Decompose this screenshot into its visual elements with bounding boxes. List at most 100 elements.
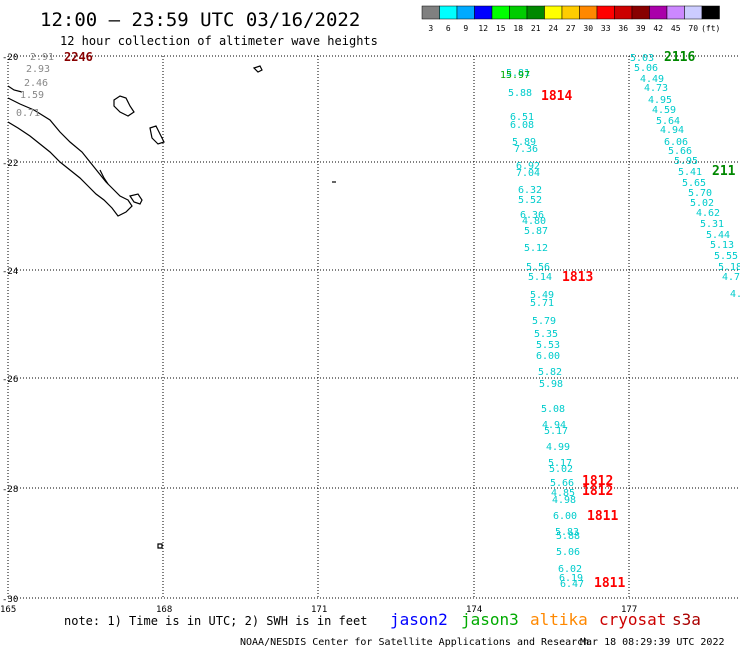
colorbar-swatch [649,5,668,20]
wave-height-value: 4.80 [522,216,546,227]
colorbar-swatch [439,5,458,20]
wave-height-value: 5.55 [714,251,738,262]
lon-label: 177 [621,605,637,615]
colorbar-swatch [544,5,563,20]
footer-credit: NOAA/NESDIS Center for Satellite Applica… [240,637,589,648]
legend-jason2: jason2 [390,610,448,629]
wave-height-value: 4.99 [546,442,570,453]
colorbar-swatch [491,5,510,20]
lon-label: 165 [0,605,16,615]
wave-height-value: 5.41 [678,167,702,178]
colorbar-label: 42 [653,24,663,33]
west-track: 5.81 5.88 6.516.08 5.897.36 6.927.04 6.325.52… [506,68,625,591]
wave-height-value: 5.17 [548,458,572,469]
colorbar-label: 36 [618,24,628,33]
wave-height-value: 5.31 [700,219,724,230]
colorbar-label: 21 [531,24,541,33]
colorbar-swatch [579,5,598,20]
colorbar-swatch [666,5,685,20]
wave-height-value: 5.03 [630,53,654,64]
lat-label: -24 [2,267,18,277]
wave-height-value: 6.02 [558,564,582,575]
colorbar-swatch [614,5,633,20]
wave-height-value: 4.7 [722,272,740,283]
lat-label: -22 [2,159,18,169]
wave-height-value: 5.83 [555,527,579,538]
legend-cryosat: cryosat [599,610,666,629]
wave-height-value: 5.87 [524,226,548,237]
wave-height-value: 5.98 [539,379,563,390]
wave-height-value: 4.49 [640,74,664,85]
wave-height-value: 2.46 [24,78,48,89]
wave-height-value: 5.71 [530,298,554,309]
colorbar-swatch [421,5,440,20]
wave-height-value: 2.91 [30,52,54,63]
wave-height-value: 4.62 [696,208,720,219]
footer-timestamp: Mar 18 08:29:39 UTC 2022 [580,637,725,648]
gray-track: 2.912.93 2.461.59 0.71 2246 [16,50,93,119]
colorbar-label: 45 [671,24,681,33]
wave-height-value: 6.47 [560,579,584,590]
colorbar-label: 15 [496,24,506,33]
colorbar-label: 33 [601,24,611,33]
lon-label: 168 [156,605,172,615]
wave-height-value: 6.19 [559,573,583,584]
wave-height-value: 5.95 [674,156,698,167]
wave-height-value: 5.70 [688,188,712,199]
lat-label: -30 [2,595,18,605]
wave-height-value: 6.36 [520,210,544,221]
wave-height-value: 5.53 [536,340,560,351]
wave-height-value: 4.94 [542,420,566,431]
wave-height-value: 5.65 [682,178,706,189]
legend-s3a: s3a [672,610,701,629]
colorbar-swatch [701,5,720,20]
pass-time: 1812 [582,474,613,489]
wave-height-value: 5.06 [634,63,658,74]
wave-height-value: 5.89 [512,137,536,148]
wave-height-value: 5.66 [668,146,692,157]
wave-height-colorbar: 3 6 9 12 15 18 21 24 27 30 33 36 39 42 45 70 (ft) [421,5,720,33]
page-title: 12:00 – 23:59 UTC 03/16/2022 [40,9,360,31]
wave-height-value: 4.94 [660,125,684,136]
wave-height-value: 5.14 [528,272,552,283]
colorbar-label: 70 [688,24,698,33]
wave-height-value: 6.51 [510,112,534,123]
colorbar-swatch [561,5,580,20]
colorbar-label: 24 [548,24,558,33]
colorbar-label: 18 [513,24,523,33]
wave-height-value: 4.95 [648,95,672,106]
page-subtitle: 12 hour collection of altimeter wave hei… [60,34,378,48]
pass-time: 1814 [541,89,572,104]
green-wave-value: 15.97 [500,70,530,81]
wave-height-value: 6.32 [518,185,542,196]
colorbar-label: 9 [463,24,468,33]
wave-height-value: 5.82 [538,367,562,378]
wave-height-value: 5.35 [534,329,558,340]
longitude-labels: 165 168 171 174 177 [0,605,637,615]
wave-height-value: 7.04 [516,168,540,179]
wave-height-value: 5.12 [524,243,548,254]
wave-height-value: 5.08 [541,404,565,415]
latitude-labels: -20 -22 -24 -26 -28 -30 [2,53,18,605]
wave-height-value: 5.66 [550,478,574,489]
wave-height-value: 2.93 [26,64,50,75]
wave-height-value: 5.64 [656,116,680,127]
colorbar-label: 12 [478,24,488,33]
colorbar-swatch [596,5,615,20]
east-track: 5.035.064.494.734.954.595.644.946.065.66… [630,50,740,300]
wave-height-value: 0.71 [16,108,40,119]
wave-height-value: 5.56 [526,262,550,273]
colorbar-label: 27 [566,24,576,33]
map-frame [7,55,740,599]
colorbar-swatch [526,5,545,20]
colorbar-label: (ft) [701,24,720,33]
wave-height-value: 7.36 [514,144,538,155]
wave-height-value: 5.17 [544,426,568,437]
wave-height-value: 5.79 [532,316,556,327]
wave-height-value: 5.81 [506,68,530,79]
lat-label: -28 [2,485,18,495]
wave-height-value: 6.92 [516,161,540,172]
pass-time: 1811 [587,509,618,524]
wave-height-value: 4.85 [551,488,575,499]
